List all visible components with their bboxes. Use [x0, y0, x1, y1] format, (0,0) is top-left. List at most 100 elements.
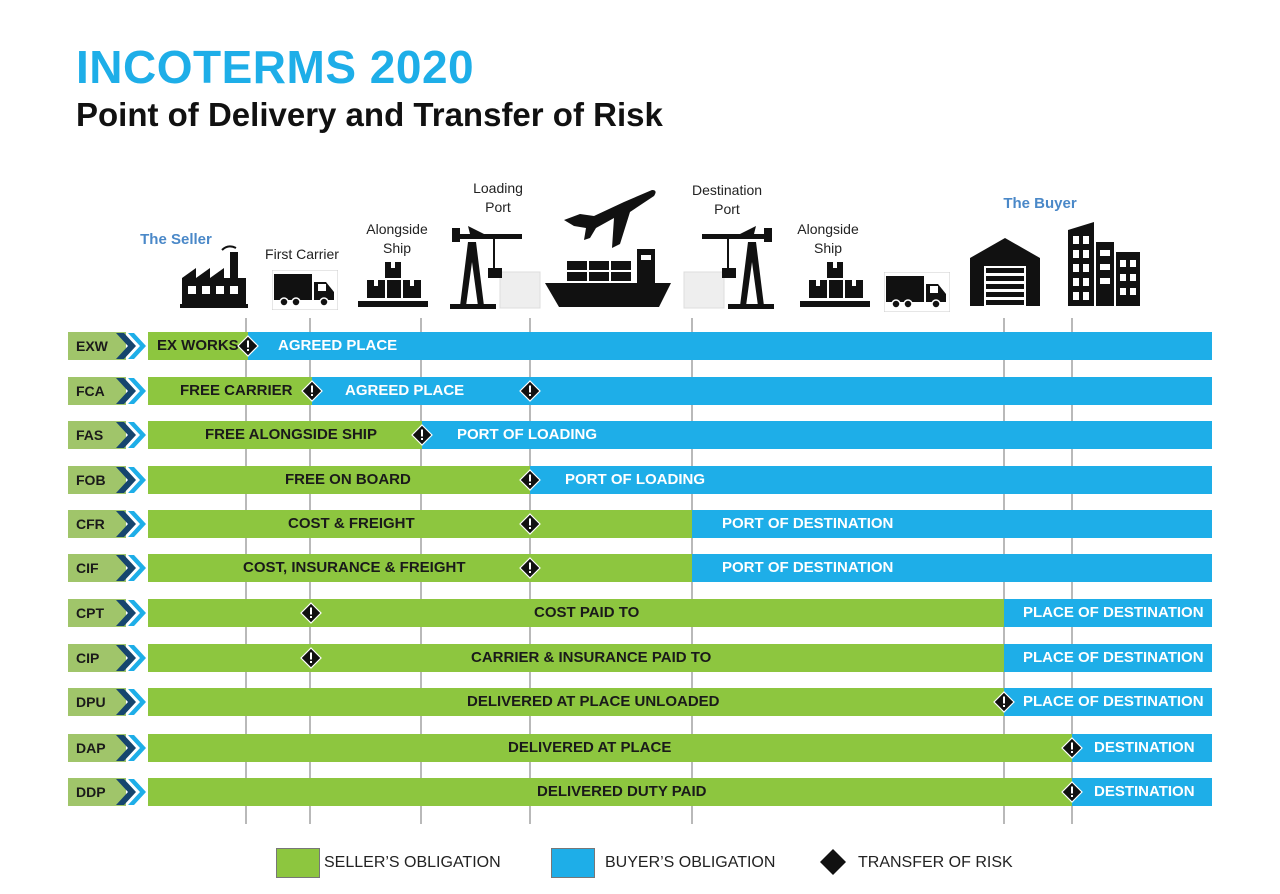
chevron-right-icon: [112, 511, 148, 537]
transfer-of-risk-diamond-icon: [237, 335, 259, 357]
incoterm-row-dap: DAP DELIVERED AT PLACE DESTINATION: [0, 734, 1280, 766]
legend-seller-label: SELLER’S OBLIGATION: [324, 854, 501, 871]
transfer-of-risk-diamond-icon: [300, 647, 322, 669]
incoterm-code: DAP: [68, 734, 126, 762]
seller-party-label: The Seller: [140, 231, 212, 248]
incoterm-row-fca: FCA FREE CARRIER AGREED PLACE: [0, 377, 1280, 409]
warehouse-icon: [970, 236, 1040, 308]
airplane-icon: [560, 180, 660, 252]
chevron-right-icon: [112, 600, 148, 626]
buildings-icon: [1064, 220, 1142, 308]
stage-label-first-carrier: First Carrier: [265, 246, 339, 262]
seller-obligation-label: EX WORKS: [157, 337, 239, 354]
chevron-right-icon: [112, 422, 148, 448]
chevron-right-icon: [112, 779, 148, 805]
buyer-obligation-bar: PORT OF DESTINATION: [692, 510, 1212, 538]
buyer-obligation-label: DESTINATION: [1094, 783, 1195, 800]
incoterm-code: CIF: [68, 554, 126, 582]
buyer-obligation-label: PORT OF DESTINATION: [722, 515, 894, 532]
truck-icon: [272, 270, 338, 310]
buyer-obligation-bar: PLACE OF DESTINATION: [1004, 644, 1212, 672]
seller-obligation-bar: FREE CARRIER: [148, 377, 312, 405]
seller-obligation-bar: COST PAID TO: [148, 599, 1004, 627]
buyer-obligation-bar: AGREED PLACE: [312, 377, 1212, 405]
legend-risk-label: TRANSFER OF RISK: [858, 854, 1013, 871]
seller-obligation-bar: DELIVERED AT PLACE UNLOADED: [148, 688, 1004, 716]
transfer-of-risk-diamond-icon: [519, 513, 541, 535]
stage-label-alongside-ship-destination: Alongside Ship: [797, 221, 859, 256]
transfer-of-risk-diamond-icon: [301, 380, 323, 402]
legend-buyer-swatch: [551, 848, 595, 878]
seller-obligation-bar: FREE ALONGSIDE SHIP: [148, 421, 422, 449]
incoterm-row-cfr: CFR COST & FREIGHT PORT OF DESTINATION: [0, 510, 1280, 542]
seller-obligation-label: FREE ON BOARD: [285, 471, 411, 488]
chevron-right-icon: [112, 378, 148, 404]
seller-obligation-label: COST & FREIGHT: [288, 515, 415, 532]
transfer-of-risk-diamond-icon: [1061, 781, 1083, 803]
buyer-obligation-label: PLACE OF DESTINATION: [1023, 693, 1204, 710]
buyer-obligation-bar: AGREED PLACE: [248, 332, 1212, 360]
incoterm-code: CIP: [68, 644, 126, 672]
incoterm-row-dpu: DPU DELIVERED AT PLACE UNLOADED PLACE OF D…: [0, 688, 1280, 720]
chevron-right-icon: [112, 467, 148, 493]
transfer-of-risk-diamond-icon: [519, 380, 541, 402]
port-crane-icon: [450, 222, 542, 310]
transfer-of-risk-diamond-icon: [300, 602, 322, 624]
stage-label-loading-port: Loading Port: [473, 180, 523, 215]
buyer-obligation-label: PLACE OF DESTINATION: [1023, 604, 1204, 621]
incoterm-row-fas: FAS FREE ALONGSIDE SHIP PORT OF LOADING: [0, 421, 1280, 453]
boxes-icon: [800, 260, 870, 308]
seller-obligation-bar: CARRIER & INSURANCE PAID TO: [148, 644, 1004, 672]
transfer-of-risk-diamond-icon: [519, 557, 541, 579]
legend-buyer-label: BUYER’S OBLIGATION: [605, 854, 776, 871]
page-subtitle: Point of Delivery and Transfer of Risk: [76, 96, 663, 133]
transfer-of-risk-diamond-icon: [411, 424, 433, 446]
buyer-obligation-label: PORT OF LOADING: [565, 471, 705, 488]
buyer-obligation-label: PLACE OF DESTINATION: [1023, 649, 1204, 666]
seller-obligation-bar: DELIVERED DUTY PAID: [148, 778, 1072, 806]
incoterm-code: EXW: [68, 332, 126, 360]
buyer-obligation-label: AGREED PLACE: [345, 382, 465, 399]
transfer-of-risk-diamond-icon: [993, 691, 1015, 713]
incoterm-row-cpt: CPT COST PAID TO PLACE OF DESTINATION: [0, 599, 1280, 631]
buyer-obligation-bar: PLACE OF DESTINATION: [1004, 688, 1212, 716]
incoterm-code: FOB: [68, 466, 126, 494]
seller-obligation-bar: EX WORKS: [148, 332, 248, 360]
stage-label-alongside-ship-origin: Alongside Ship: [366, 221, 428, 256]
incoterm-code: DDP: [68, 778, 126, 806]
incoterm-row-exw: EXW EX WORKS AGREED PLACE: [0, 332, 1280, 364]
incoterm-code: FAS: [68, 421, 126, 449]
buyer-obligation-bar: DESTINATION: [1072, 734, 1212, 762]
chevron-right-icon: [112, 333, 148, 359]
cargo-ship-icon: [545, 245, 671, 309]
seller-obligation-label: CARRIER & INSURANCE PAID TO: [471, 649, 712, 666]
legend-risk-diamond-icon: [819, 848, 847, 876]
transfer-of-risk-diamond-icon: [1061, 737, 1083, 759]
seller-obligation-label: FREE CARRIER: [180, 382, 293, 399]
buyer-obligation-label: PORT OF LOADING: [457, 426, 597, 443]
chevron-right-icon: [112, 689, 148, 715]
port-crane-icon: [682, 222, 774, 310]
incoterm-code: DPU: [68, 688, 126, 716]
seller-obligation-bar: DELIVERED AT PLACE: [148, 734, 1072, 762]
seller-obligation-label: DELIVERED AT PLACE UNLOADED: [467, 693, 720, 710]
seller-obligation-bar: FREE ON BOARD: [148, 466, 530, 494]
buyer-obligation-bar: PORT OF LOADING: [422, 421, 1212, 449]
buyer-obligation-label: DESTINATION: [1094, 739, 1195, 756]
seller-obligation-label: FREE ALONGSIDE SHIP: [205, 426, 377, 443]
seller-obligation-label: COST PAID TO: [534, 604, 640, 621]
incoterm-row-fob: FOB FREE ON BOARD PORT OF LOADING: [0, 466, 1280, 498]
incoterm-row-cip: CIP CARRIER & INSURANCE PAID TO PLACE OF D…: [0, 644, 1280, 676]
seller-obligation-label: DELIVERED DUTY PAID: [537, 783, 707, 800]
buyer-obligation-bar: DESTINATION: [1072, 778, 1212, 806]
factory-icon: [178, 240, 250, 310]
incoterm-code: FCA: [68, 377, 126, 405]
truck-icon: [884, 272, 950, 312]
incoterm-code: CPT: [68, 599, 126, 627]
buyer-party-label: The Buyer: [1003, 195, 1077, 212]
seller-obligation-bar: COST & FREIGHT: [148, 510, 692, 538]
buyer-obligation-bar: PORT OF LOADING: [530, 466, 1212, 494]
page-title: INCOTERMS 2020: [76, 41, 475, 93]
seller-obligation-label: COST, INSURANCE & FREIGHT: [243, 559, 466, 576]
legend-seller-swatch: [276, 848, 320, 878]
